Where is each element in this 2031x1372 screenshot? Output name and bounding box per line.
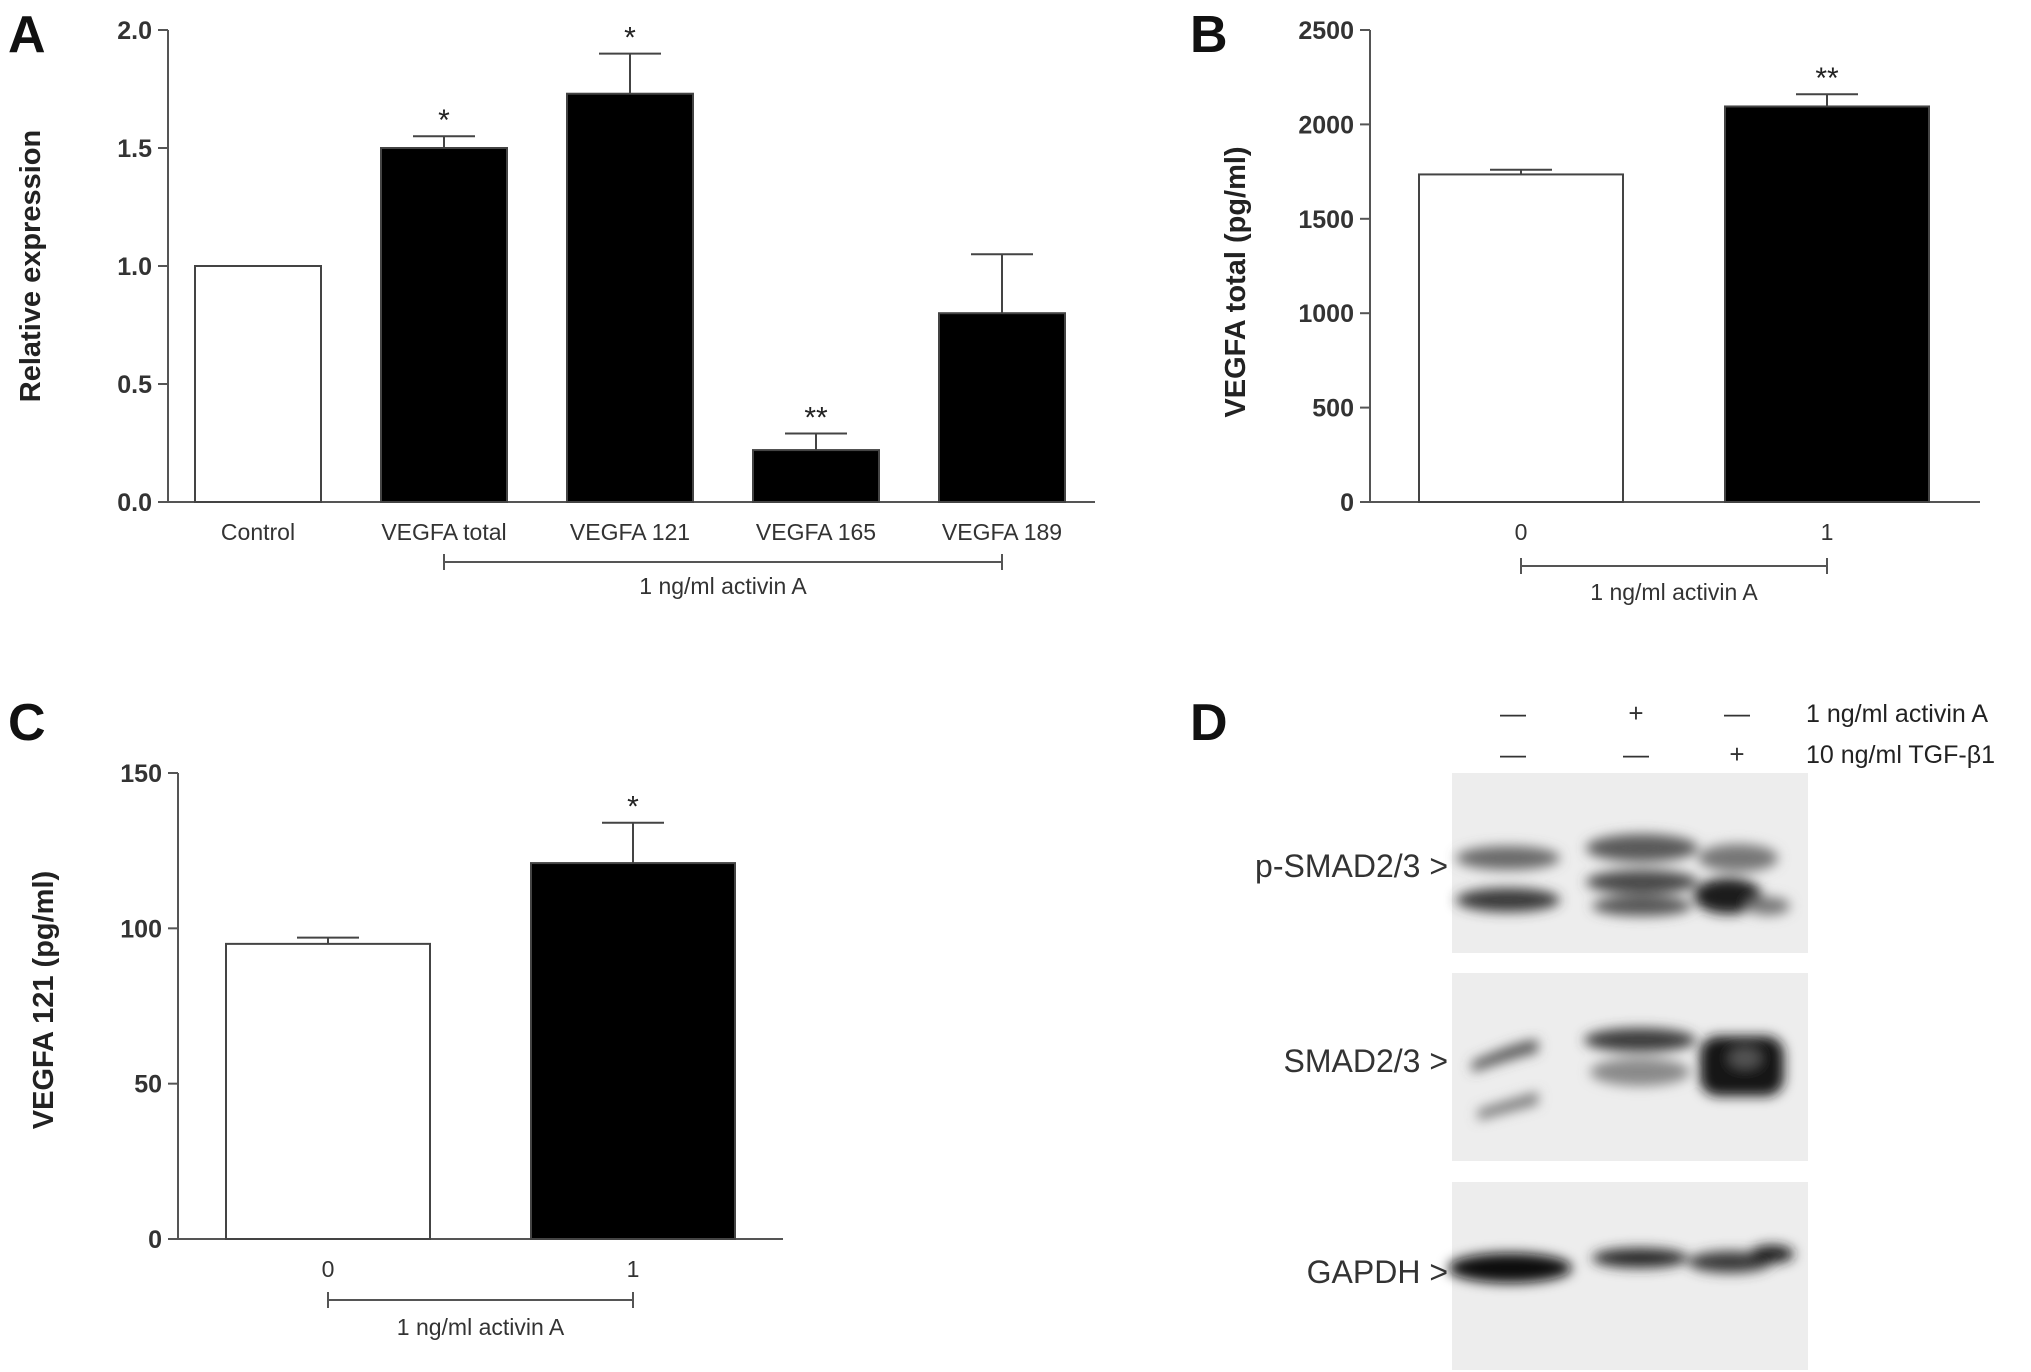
panel-letter-b: B [1190, 6, 1228, 64]
chart-a-category-label: VEGFA 165 [756, 519, 876, 545]
chart-c-bar [225, 942, 431, 1240]
chart-a-significance-mark: ** [804, 402, 828, 435]
blot-bands-gapdh [1448, 1245, 1794, 1283]
chart-c-bracket-label: 1 ng/ml activin A [397, 1314, 565, 1340]
chart-b-y-tick-label: 2000 [1298, 111, 1354, 139]
chart-b: 0 500 1000 1500 2000 2500 VEGFA total (pg/ml) 0… [1220, 17, 1980, 605]
chart-b-y-tick-label: 1500 [1298, 206, 1354, 234]
chart-a-bar [566, 92, 694, 503]
chart-b-y-tick-label: 0 [1340, 489, 1354, 517]
chart-c-y-tick-label: 50 [134, 1071, 162, 1099]
condition-label-activin: 1 ng/ml activin A [1806, 700, 1988, 728]
band-label-gapdh: GAPDH > [1307, 1254, 1448, 1290]
sign-activin-lane1: — [1500, 698, 1526, 728]
chart-a-bar [752, 449, 880, 503]
chart-a-category-label: VEGFA 189 [942, 519, 1062, 545]
sign-tgf-lane1: — [1500, 739, 1526, 769]
chart-a-significance-mark: * [438, 104, 450, 137]
chart-b-y-tick-label: 500 [1312, 395, 1354, 423]
chart-c-significance-mark: * [627, 791, 639, 824]
chart-b-bracket-label: 1 ng/ml activin A [1590, 579, 1758, 605]
chart-a-y-tick-label: 1.0 [117, 253, 152, 281]
chart-a-y-tick-label: 0.5 [117, 371, 152, 399]
chart-a-bar [194, 265, 322, 503]
band-label-psmad: p-SMAD2/3 > [1255, 848, 1448, 884]
sign-activin-lane2: + [1628, 698, 1643, 728]
chart-a-bracket-label: 1 ng/ml activin A [639, 573, 807, 599]
chart-c-y-tick-label: 0 [148, 1226, 162, 1254]
chart-a: 0.0 0.5 1.0 1.5 2.0 Relative expression Contro… [15, 17, 1095, 599]
chart-a-significance-mark: * [624, 22, 636, 55]
chart-c: 0 50 100 150 VEGFA 121 (pg/ml) 0 * 1 1 ng/ml act… [28, 760, 783, 1340]
chart-a-y-tick-label: 2.0 [117, 17, 152, 45]
chart-b-y-tick-label: 2500 [1298, 17, 1354, 45]
chart-a-bar [938, 312, 1066, 504]
chart-b-category-label: 0 [1515, 519, 1528, 545]
western-blot-panel: — + — 1 ng/ml activin A — — + 10 ng/ml T… [1255, 698, 1995, 1370]
condition-label-tgf: 10 ng/ml TGF-β1 [1806, 741, 1995, 769]
sign-activin-lane3: — [1724, 698, 1750, 728]
chart-c-y-axis-label: VEGFA 121 (pg/ml) [28, 871, 60, 1129]
chart-b-bar [1724, 105, 1930, 504]
chart-b-y-axis-label: VEGFA total (pg/ml) [1220, 146, 1252, 417]
chart-a-y-tick-label: 0.0 [117, 489, 152, 517]
chart-c-y-tick-label: 150 [120, 760, 162, 788]
blot-bands-smad [1472, 1028, 1784, 1120]
panel-letter-c: C [8, 694, 46, 752]
chart-b-y-tick-label: 1000 [1298, 300, 1354, 328]
chart-c-y-tick-label: 100 [120, 915, 162, 943]
chart-c-category-label: 0 [322, 1256, 335, 1282]
panel-letter-a: A [8, 6, 46, 64]
band-label-smad: SMAD2/3 > [1283, 1043, 1448, 1079]
sign-tgf-lane2: — [1623, 739, 1649, 769]
chart-a-bar [380, 147, 508, 503]
chart-b-significance-mark: ** [1815, 62, 1839, 95]
blot-bands-psmad [1456, 834, 1790, 916]
chart-b-category-label: 1 [1821, 519, 1834, 545]
chart-a-y-tick-label: 1.5 [117, 135, 152, 163]
chart-a-category-label: VEGFA 121 [570, 519, 690, 545]
chart-a-category-label: VEGFA total [381, 519, 506, 545]
chart-a-category-label: Control [221, 519, 295, 545]
sign-tgf-lane3: + [1729, 739, 1744, 769]
chart-c-category-label: 1 [627, 1256, 640, 1282]
chart-b-bar [1418, 173, 1624, 503]
panel-letter-d: D [1190, 694, 1228, 752]
chart-c-bar [530, 862, 736, 1240]
chart-a-y-axis-label: Relative expression [15, 130, 47, 402]
